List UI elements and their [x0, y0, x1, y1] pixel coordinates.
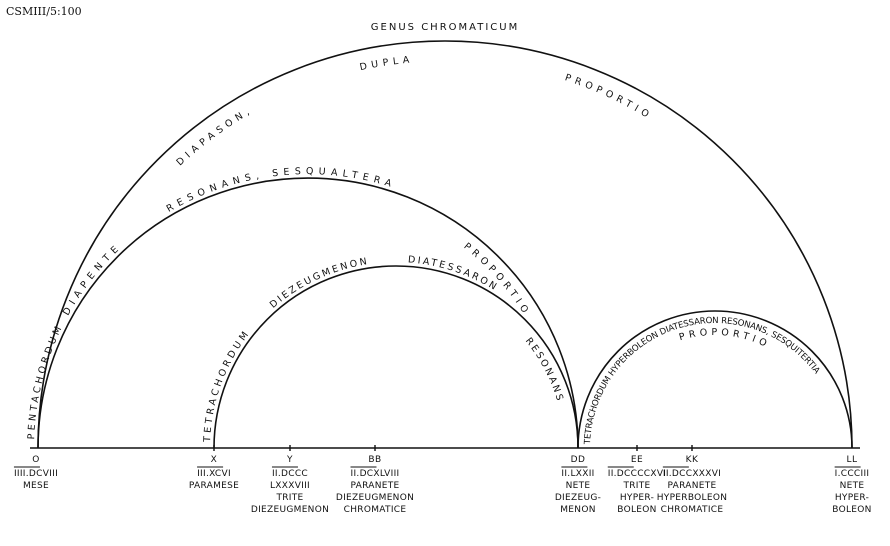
point-letter: KK	[686, 455, 699, 465]
point-label-line: BOLEON	[832, 505, 871, 515]
diagram-title: GENUS CHROMATICUM	[371, 22, 519, 33]
point-dd: DD II.LXXII NETE DIEZEUG- MENON	[555, 455, 601, 515]
point-label-line: BOLEON	[617, 505, 656, 515]
point-letter: Y	[286, 455, 293, 465]
point-y: Y II.DCCC LXXXVIII TRITE DIEZEUGMENON	[251, 445, 329, 515]
point-label-line: HYPER-	[835, 493, 869, 503]
point-label-line: MESE	[23, 481, 49, 491]
diatessaron-diezeugmenon-arc	[213, 265, 579, 449]
reference-id: CSMIII/5:100	[6, 5, 82, 18]
resonans-inner-label: RESONANS	[523, 336, 566, 405]
point-ll: LL I.CCCIII NETE HYPER- BOLEON	[832, 455, 871, 515]
point-label-line: TRITE	[275, 493, 303, 503]
diapente-label: DIAPENTE	[61, 241, 124, 318]
dupla-label: DUPLA	[359, 54, 415, 73]
points-layer: O IIII.DCVIII MESE X III.XCVI PARAMESE Y II.DCC…	[13, 445, 871, 515]
point-number: II.DCCC	[272, 469, 308, 479]
point-label-line: NETE	[566, 481, 591, 491]
point-label-line: PARAMESE	[189, 481, 239, 491]
point-letter: LL	[846, 455, 857, 465]
proportio-outer-label: PROPORTIO	[563, 72, 655, 123]
point-number: II.LXXII	[561, 469, 594, 479]
point-bb: BB II.DCXLVIII PARANETE DIEZEUGMENON CHROMAT…	[336, 445, 414, 515]
point-label-line: HYPERBOLEON	[657, 493, 728, 503]
point-letter: DD	[571, 455, 586, 465]
point-label-line: PARANETE	[350, 481, 399, 491]
diatessaron-hyperboleon-arc	[577, 310, 853, 449]
point-label-line: PARANETE	[667, 481, 716, 491]
point-number: III.XCVI	[197, 469, 231, 479]
resonans-sesquialtera-label: RESONANS, SESQUALTERA	[165, 166, 398, 215]
point-letter: BB	[368, 455, 381, 465]
point-number: IIII.DCVIII	[14, 469, 58, 479]
point-label-line: MENON	[560, 505, 596, 515]
point-label-line: TRITE	[622, 481, 650, 491]
point-kk: KK II.DCCXXXVI PARANETE HYPERBOLEON CHROMATI…	[657, 445, 728, 515]
point-letter: X	[211, 455, 218, 465]
point-ee: EE II.DCCCCXVI TRITE HYPER- BOLEON	[607, 445, 667, 515]
point-label-line: CHROMATICE	[344, 505, 407, 515]
point-label-line: CHROMATICE	[661, 505, 724, 515]
diapente-arc	[37, 177, 579, 449]
diapason-label: DIAPASON,	[174, 104, 255, 168]
point-number: II.DCCXXXVI	[663, 469, 721, 479]
point-label-line: DIEZEUG-	[555, 493, 601, 503]
point-x: X III.XCVI PARAMESE	[189, 445, 239, 491]
point-label-line: DIEZEUGMENON	[336, 493, 414, 503]
point-label-line: LXXXVIII	[270, 481, 310, 491]
point-letter: O	[32, 455, 40, 465]
point-letter: EE	[631, 455, 643, 465]
point-label-line: NETE	[840, 481, 865, 491]
diapason-arc	[37, 40, 853, 449]
point-number: II.DCXLVIII	[351, 469, 400, 479]
point-label-line: DIEZEUGMENON	[251, 505, 329, 515]
point-label-line: HYPER-	[620, 493, 654, 503]
point-number: II.DCCCCXVI	[608, 469, 667, 479]
point-number: I.CCCIII	[835, 469, 870, 479]
point-o: O IIII.DCVIII MESE	[13, 455, 58, 491]
